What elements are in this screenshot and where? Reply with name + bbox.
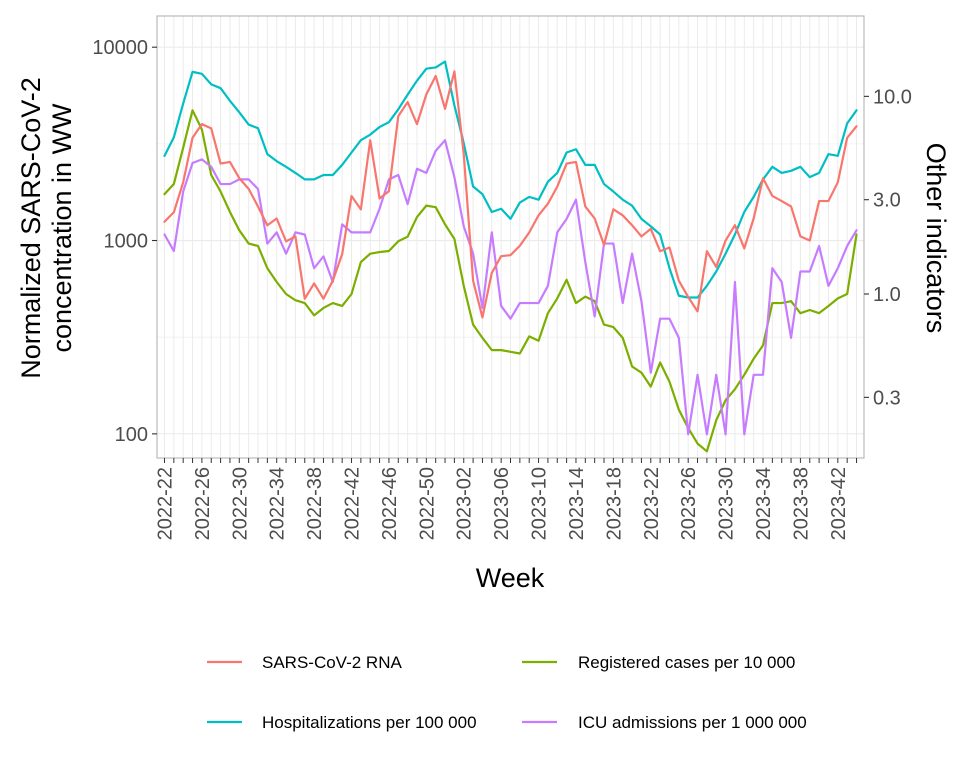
x-tick-label: 2023-18 bbox=[603, 467, 625, 540]
x-tick-label: 2023-22 bbox=[641, 467, 663, 540]
x-tick-label: 2023-38 bbox=[790, 467, 812, 540]
x-tick-label: 2022-46 bbox=[379, 467, 401, 540]
x-tick-label: 2022-50 bbox=[416, 467, 438, 540]
x-tick-label: 2023-42 bbox=[828, 467, 850, 540]
x-tick-label: 2022-26 bbox=[192, 467, 214, 540]
right-axis-ticks: 0.3 1.0 3.0 10.0 bbox=[864, 86, 912, 409]
legend-item-hospitalizations: Hospitalizations per 100 000 bbox=[207, 713, 477, 732]
y-tick-label: 1000 bbox=[104, 231, 149, 253]
y-tick-label: 10000 bbox=[92, 37, 148, 59]
x-axis-ticks: 2022-22 2022-26 2022-30 2022-34 2022-38 2022-… bbox=[154, 458, 858, 540]
y2-tick-label: 0.3 bbox=[873, 387, 901, 409]
x-tick-label: 2023-34 bbox=[753, 467, 775, 540]
major-gridlines-x bbox=[163, 16, 858, 458]
legend-label-hospitalizations: Hospitalizations per 100 000 bbox=[262, 713, 477, 732]
legend-label-registered-cases: Registered cases per 10 000 bbox=[578, 653, 795, 672]
x-tick-label: 2022-38 bbox=[304, 467, 326, 540]
x-tick-label: 2023-06 bbox=[491, 467, 513, 540]
series-layer bbox=[163, 60, 858, 453]
x-tick-label: 2023-10 bbox=[529, 467, 551, 540]
x-axis-title: Week bbox=[476, 563, 545, 593]
x-tick-label: 2022-42 bbox=[342, 467, 364, 540]
x-tick-label: 2022-22 bbox=[154, 467, 176, 540]
legend: SARS-CoV-2 RNA Registered cases per 10 0… bbox=[207, 653, 807, 732]
x-tick-label: 2023-02 bbox=[454, 467, 476, 540]
series-line-icu-admissions-per-1-000-000 bbox=[163, 139, 858, 436]
y2-tick-label: 1.0 bbox=[873, 284, 901, 306]
y-tick-label: 100 bbox=[115, 424, 148, 446]
y2-tick-label: 3.0 bbox=[873, 190, 901, 212]
legend-item-icu-admissions: ICU admissions per 1 000 000 bbox=[522, 713, 807, 732]
x-tick-label: 2023-30 bbox=[716, 467, 738, 540]
left-axis-ticks: 100 1000 10000 bbox=[92, 37, 157, 446]
x-tick-label: 2023-14 bbox=[566, 467, 588, 540]
legend-item-registered-cases: Registered cases per 10 000 bbox=[522, 653, 795, 672]
y-axis-title-line1: Normalized SARS-CoV-2 bbox=[16, 77, 46, 379]
legend-label-sars-cov-2-rna: SARS-CoV-2 RNA bbox=[262, 653, 402, 672]
y2-tick-label: 10.0 bbox=[873, 86, 912, 108]
x-tick-label: 2022-34 bbox=[267, 467, 289, 540]
x-tick-label: 2022-30 bbox=[229, 467, 251, 540]
y2-axis-title: Other indicators bbox=[921, 143, 951, 334]
x-tick-label: 2023-26 bbox=[678, 467, 700, 540]
series-line-sars-cov-2-rna bbox=[163, 70, 858, 319]
y-axis-title-line2: concentration in WW bbox=[47, 103, 77, 353]
legend-label-icu-admissions: ICU admissions per 1 000 000 bbox=[578, 713, 807, 732]
series-line-hospitalizations-per-100-000 bbox=[163, 60, 858, 299]
legend-item-sars-cov-2-rna: SARS-CoV-2 RNA bbox=[207, 653, 402, 672]
